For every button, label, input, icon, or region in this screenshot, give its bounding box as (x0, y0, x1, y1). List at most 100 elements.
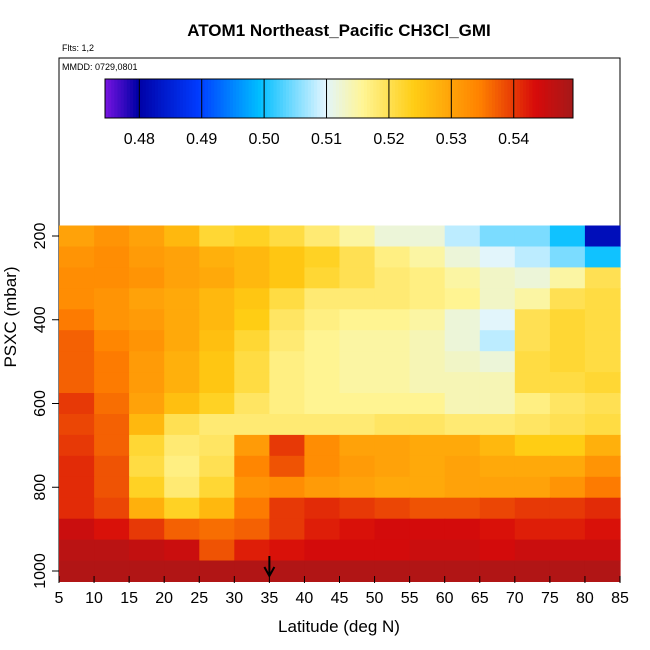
x-tick-label: 5 (55, 590, 64, 607)
chart-title: ATOM1 Northeast_Pacific CH3Cl_GMI (187, 21, 491, 40)
colorbar-segment (298, 79, 303, 118)
marker-head (263, 566, 276, 579)
heatmap-cell (444, 434, 481, 457)
colorbar-segment (317, 79, 321, 118)
y-tick-label: 1000 (32, 553, 49, 589)
heatmap-cell (94, 476, 130, 499)
heatmap-cell (234, 560, 270, 582)
heatmap-cell (234, 414, 270, 436)
heatmap-cell (339, 560, 376, 582)
heatmap-cell (409, 393, 446, 415)
x-tick-label: 50 (366, 590, 384, 607)
heatmap-cell (584, 267, 621, 289)
heatmap-cell (409, 372, 446, 394)
x-tick-label: 40 (296, 590, 314, 607)
heatmap-cell (374, 246, 411, 268)
heatmap-cell (444, 288, 481, 310)
heatmap-cell (234, 476, 270, 499)
heatmap-cell (234, 225, 270, 247)
heatmap-cell (304, 476, 341, 499)
heatmap-cell (374, 455, 411, 478)
heatmap-cell (164, 518, 200, 541)
heatmap-cell (199, 372, 235, 394)
heatmap-cell (199, 246, 235, 268)
colorbar-segment (335, 79, 340, 118)
heatmap-cell (409, 267, 446, 289)
colorbar-segment (363, 79, 368, 118)
heatmap-cell (129, 225, 165, 247)
colorbar-segment (348, 79, 352, 118)
heatmap-cell (409, 309, 446, 331)
heatmap-cell (59, 246, 95, 268)
heatmap-cell (269, 560, 306, 582)
heatmap-cell (339, 476, 376, 499)
heatmap-cell (94, 414, 130, 436)
heatmap-cell (129, 455, 165, 478)
colorbar-segment (170, 79, 175, 118)
heatmap-cell (444, 497, 481, 520)
colorbar-segment (276, 79, 281, 118)
heatmap-cell (304, 225, 341, 247)
colorbar-segment (176, 79, 181, 118)
colorbar-segment (516, 79, 521, 118)
heatmap-cell (584, 434, 621, 457)
heatmap-cell (549, 560, 586, 582)
x-tick-label: 30 (225, 590, 243, 607)
heatmap-cell (584, 476, 621, 499)
y-tick-label: 600 (32, 390, 49, 417)
heatmap-cell (444, 414, 481, 436)
colorbar-tick-label: 0.52 (373, 131, 404, 148)
heatmap-cell (514, 393, 551, 415)
colorbar-segment (295, 79, 299, 118)
heatmap-cell (59, 351, 95, 373)
colorbar-segment (373, 79, 377, 118)
heatmap-cell (479, 414, 516, 436)
heatmap-cell (269, 330, 306, 352)
x-tick-label: 70 (506, 590, 524, 607)
colorbar-segment (392, 79, 396, 118)
heatmap-cell (374, 518, 411, 541)
heatmap-cell (59, 372, 95, 394)
colorbar-segment (217, 79, 221, 118)
heatmap-cell (479, 267, 516, 289)
heatmap-cell (59, 225, 95, 247)
heatmap-cell (304, 351, 341, 373)
colorbar-segment (370, 79, 374, 118)
colorbar-segment (164, 79, 168, 118)
heatmap-cell (234, 351, 270, 373)
y-tick-label: 200 (32, 223, 49, 250)
heatmap-cell (409, 518, 446, 541)
x-tick-label: 45 (331, 590, 349, 607)
heatmap-cell (339, 497, 376, 520)
heatmap-cell (339, 351, 376, 373)
x-tick-label: 35 (260, 590, 278, 607)
colorbar-segment (551, 79, 555, 118)
heatmap-cell (549, 476, 586, 499)
heatmap-cell (129, 434, 165, 457)
colorbar-segment (548, 79, 552, 118)
heatmap-cell (234, 372, 270, 394)
heatmap-cell (479, 476, 516, 499)
heatmap-cell (374, 497, 411, 520)
colorbar-segment (532, 79, 537, 118)
colorbar-segment (501, 79, 505, 118)
colorbar-segment (195, 79, 200, 118)
heatmap-cell (199, 476, 235, 499)
heatmap-cell (94, 434, 130, 457)
heatmap-cell (269, 497, 306, 520)
heatmap-cell (479, 246, 516, 268)
heatmap-cell (199, 225, 235, 247)
heatmap-cell (339, 455, 376, 478)
heatmap-cell (374, 434, 411, 457)
colorbar-segment (158, 79, 162, 118)
heatmap-cell (129, 539, 165, 562)
heatmap-cell (59, 434, 95, 457)
colorbar-segment (314, 79, 318, 118)
colorbar-segment (307, 79, 312, 118)
colorbar-segment (173, 79, 178, 118)
heatmap-cell (304, 246, 341, 268)
colorbar-segment (554, 79, 558, 118)
heatmap-cell (549, 414, 586, 436)
colorbar-segment (214, 79, 218, 118)
heatmap-cell (304, 518, 341, 541)
